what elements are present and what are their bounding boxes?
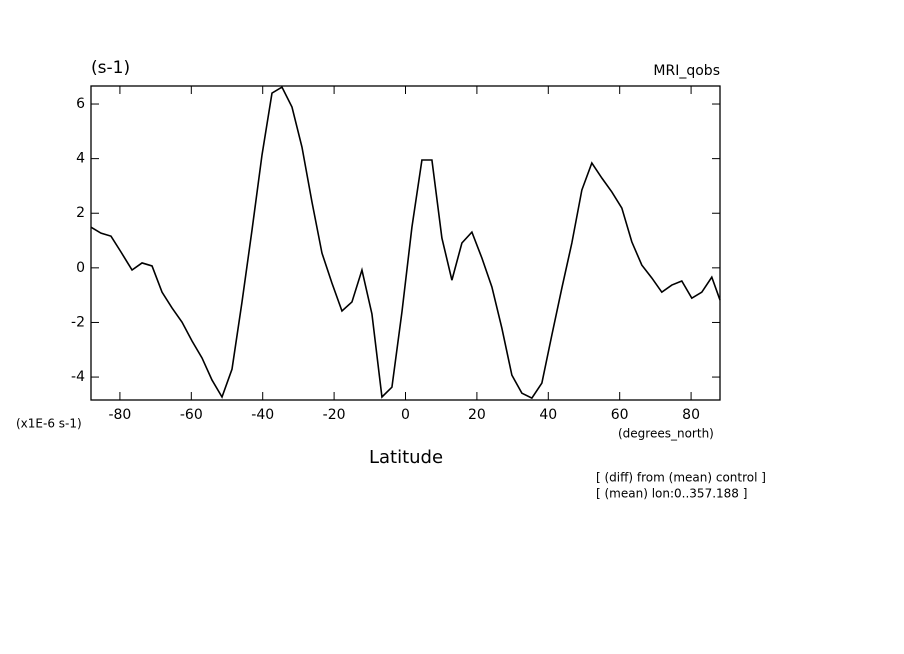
annotation: [ (mean) lon:0..357.188 ] <box>596 487 747 501</box>
annotation: [ (diff) from (mean) control ] <box>596 471 766 485</box>
x-tick-label: 80 <box>682 407 700 423</box>
x-tick-label: 20 <box>468 407 486 423</box>
chart-subtitle: MRI_qobs <box>653 63 720 79</box>
x-tick-label: -60 <box>180 407 203 423</box>
x-tick-label: -40 <box>251 407 274 423</box>
x-tick-label: -20 <box>323 407 346 423</box>
y-tick-label: 2 <box>76 205 85 221</box>
y-tick-label: 0 <box>76 260 85 276</box>
y-tick-label: -4 <box>71 369 85 385</box>
x-axis-label: Latitude <box>369 447 443 468</box>
x-tick-label: 0 <box>401 407 410 423</box>
x-tick-label: 60 <box>611 407 629 423</box>
x-tick-label: -80 <box>108 407 131 423</box>
x-tick-label: 40 <box>539 407 557 423</box>
y-tick-label: 4 <box>76 151 85 167</box>
y-unit-label: (x1E-6 s-1) <box>16 417 82 431</box>
chart-title: (s-1) <box>91 58 130 78</box>
y-tick-label: 6 <box>76 96 85 112</box>
data-line <box>90 85 721 400</box>
y-tick-label: -2 <box>71 314 85 330</box>
x-unit-label: (degrees_north) <box>618 427 714 441</box>
plot-frame <box>90 85 721 401</box>
